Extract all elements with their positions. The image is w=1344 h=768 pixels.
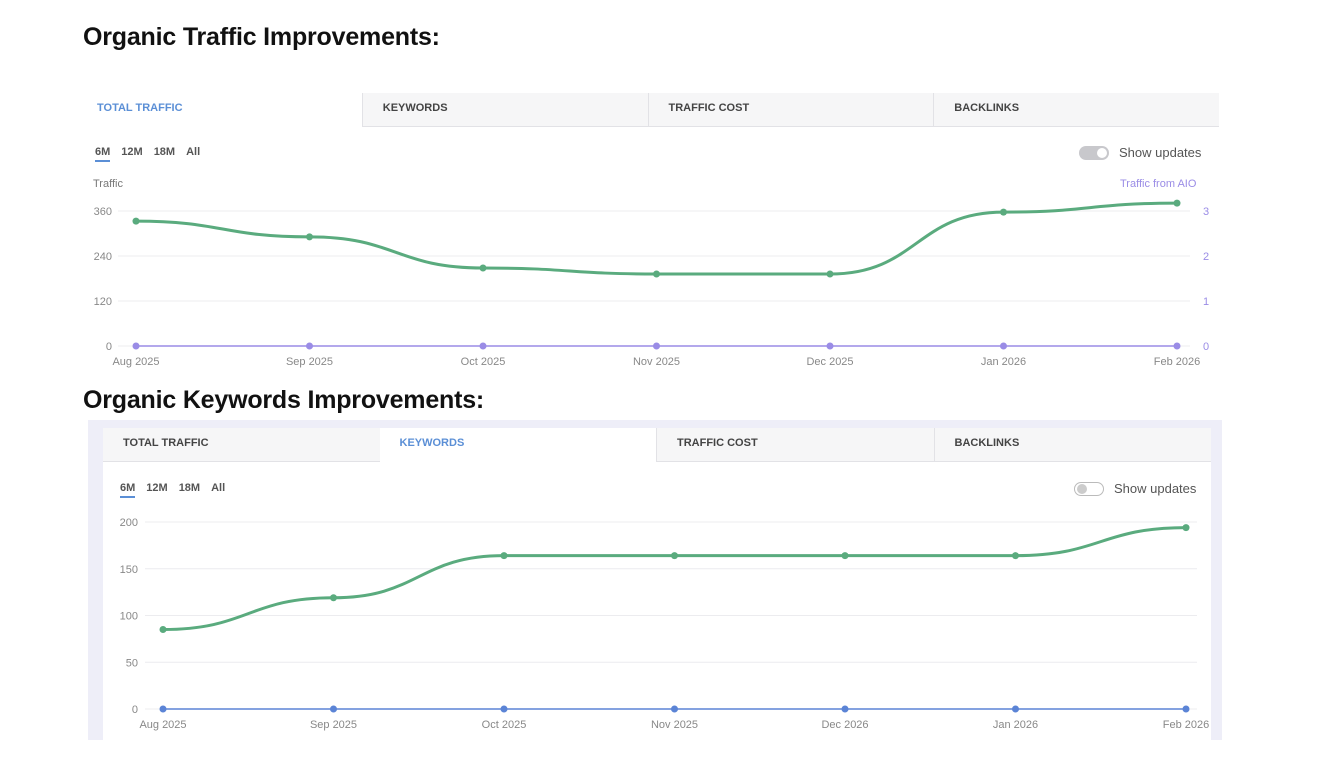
- data-point: [1182, 524, 1190, 532]
- x-tick-label: Oct 2025: [461, 356, 506, 368]
- data-point: [826, 270, 834, 278]
- heading-keywords: Organic Keywords Improvements:: [83, 386, 485, 414]
- show-updates-toggle[interactable]: Show updates: [1074, 481, 1196, 496]
- range-6m[interactable]: 6M: [95, 146, 111, 162]
- range-12m[interactable]: 12M: [121, 146, 143, 158]
- y2-tick-label: 1: [1203, 296, 1209, 308]
- data-point: [132, 217, 140, 225]
- x-tick-label: Aug 2025: [139, 719, 186, 731]
- data-point: [1012, 552, 1019, 560]
- tab-keywords[interactable]: KEYWORDS: [361, 93, 648, 127]
- x-tick-label: Nov 2025: [633, 356, 680, 368]
- y-tick-label: 240: [94, 251, 112, 263]
- y-tick-label: 120: [94, 296, 112, 308]
- x-tick-label: Sep 2025: [286, 356, 333, 368]
- data-point: [306, 342, 313, 350]
- x-tick-label: Aug 2025: [112, 356, 159, 368]
- y2-tick-label: 0: [1203, 341, 1209, 353]
- toggle-switch[interactable]: [1079, 145, 1109, 160]
- x-tick-label: Dec 2025: [806, 356, 853, 368]
- data-point: [671, 552, 678, 560]
- tabs-keywords: TOTAL TRAFFIC KEYWORDS TRAFFIC COST BACK…: [103, 428, 1211, 462]
- data-point: [500, 552, 508, 560]
- x-tick-label: Sep 2025: [310, 719, 357, 731]
- series-line-keywords: [162, 526, 1187, 632]
- series-line-traffic: [135, 201, 1178, 276]
- data-point: [1012, 705, 1019, 713]
- x-tick-label: Feb 2026: [1163, 719, 1209, 731]
- range-selector: 6M 12M 18M All: [120, 482, 225, 498]
- tabs-traffic: TOTAL TRAFFIC KEYWORDS TRAFFIC COST BACK…: [83, 93, 1219, 127]
- x-tick-label: Dec 2026: [821, 719, 868, 731]
- data-point: [1182, 705, 1190, 713]
- tab-backlinks[interactable]: BACKLINKS: [933, 93, 1219, 127]
- data-point: [1173, 342, 1181, 350]
- range-all[interactable]: All: [211, 482, 226, 494]
- range-12m[interactable]: 12M: [146, 482, 168, 494]
- data-point: [330, 594, 337, 602]
- data-point: [671, 705, 678, 713]
- y-tick-label: 150: [120, 564, 138, 576]
- data-point: [653, 270, 660, 278]
- toggle-switch[interactable]: [1074, 481, 1104, 496]
- show-updates-toggle[interactable]: Show updates: [1079, 145, 1201, 160]
- keywords-card: [103, 428, 1211, 740]
- y-tick-label: 0: [132, 704, 138, 716]
- toggle-label: Show updates: [1114, 481, 1197, 496]
- range-18m[interactable]: 18M: [153, 146, 176, 158]
- tab-traffic-cost[interactable]: TRAFFIC COST: [647, 93, 934, 127]
- data-point: [159, 626, 167, 634]
- tab-traffic-cost[interactable]: TRAFFIC COST: [656, 428, 934, 462]
- data-point: [653, 342, 660, 350]
- data-point: [306, 233, 313, 241]
- tab-total-traffic[interactable]: TOTAL TRAFFIC: [83, 93, 362, 127]
- tab-total-traffic[interactable]: TOTAL TRAFFIC: [103, 428, 380, 462]
- x-tick-label: Nov 2025: [651, 719, 698, 731]
- data-point: [500, 705, 508, 713]
- data-point: [826, 342, 834, 350]
- range-all[interactable]: All: [186, 146, 201, 158]
- toggle-label: Show updates: [1119, 145, 1202, 160]
- heading-traffic: Organic Traffic Improvements:: [83, 23, 440, 51]
- range-selector: 6M 12M 18M All: [95, 146, 200, 162]
- data-point: [841, 552, 849, 560]
- y2-tick-label: 3: [1203, 206, 1209, 218]
- data-point: [1173, 199, 1181, 207]
- tab-backlinks[interactable]: BACKLINKS: [933, 428, 1211, 462]
- y-tick-label: 100: [120, 611, 138, 623]
- x-tick-label: Jan 2026: [981, 356, 1026, 368]
- range-6m[interactable]: 6M: [120, 482, 136, 498]
- y-tick-label: 0: [106, 341, 112, 353]
- data-point: [479, 342, 487, 350]
- y2-axis-title: Traffic from AIO: [1120, 178, 1197, 190]
- x-tick-label: Jan 2026: [993, 719, 1038, 731]
- y-tick-label: 200: [120, 517, 138, 529]
- tab-keywords[interactable]: KEYWORDS: [379, 428, 656, 462]
- x-tick-label: Feb 2026: [1154, 356, 1200, 368]
- data-point: [1000, 342, 1007, 350]
- data-point: [132, 342, 140, 350]
- y-tick-label: 360: [94, 206, 112, 218]
- x-tick-label: Oct 2025: [482, 719, 527, 731]
- data-point: [159, 705, 167, 713]
- data-point: [330, 705, 337, 713]
- data-point: [841, 705, 849, 713]
- y-tick-label: 50: [126, 657, 138, 669]
- data-point: [479, 264, 487, 272]
- y-axis-title: Traffic: [93, 178, 123, 190]
- range-18m[interactable]: 18M: [178, 482, 201, 494]
- data-point: [1000, 208, 1007, 216]
- y2-tick-label: 2: [1203, 251, 1209, 263]
